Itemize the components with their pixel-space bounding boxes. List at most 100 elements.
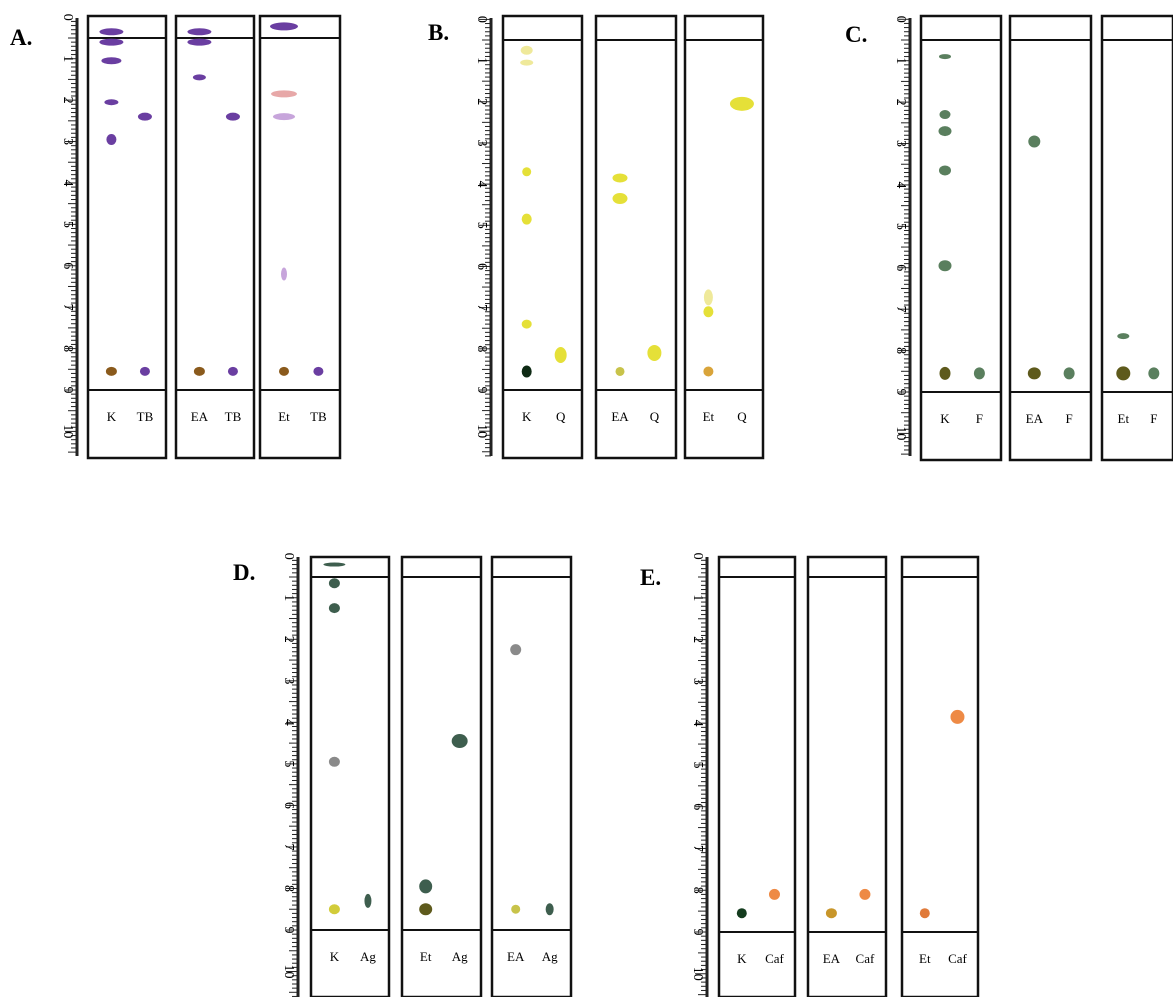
tlc-spot bbox=[99, 28, 124, 36]
lane-label: EA bbox=[191, 409, 209, 424]
lane-label: EA bbox=[823, 951, 841, 966]
ruler-number: 9 bbox=[281, 927, 296, 934]
lane-label: EA bbox=[1026, 411, 1044, 426]
ruler-number: 10 bbox=[281, 965, 296, 979]
panel-label: B. bbox=[428, 20, 449, 45]
tlc-spot bbox=[521, 319, 532, 329]
ruler-number: 0 bbox=[690, 553, 705, 560]
plate-outline bbox=[717, 555, 797, 997]
ruler-number: 2 bbox=[690, 636, 705, 643]
ruler-number: 1 bbox=[474, 57, 489, 64]
lane-label: TB bbox=[137, 409, 154, 424]
tlc-plate: Et Caf bbox=[900, 555, 980, 997]
ruler-number: 10 bbox=[60, 424, 75, 438]
tlc-spot bbox=[313, 366, 324, 376]
tlc-spot bbox=[227, 366, 238, 376]
tlc-spot bbox=[522, 167, 532, 177]
tlc-spot bbox=[612, 173, 628, 183]
panel-d: D. 0 1 2 3 4 5 6 7 8 9 10 K Ag Et Ag EA Ag bbox=[233, 553, 573, 997]
lane-label: Et bbox=[278, 409, 290, 424]
ruler-number: 0 bbox=[474, 16, 489, 23]
tlc-spot bbox=[104, 99, 119, 106]
tlc-spot bbox=[703, 366, 714, 377]
ruler-number: 3 bbox=[60, 138, 75, 145]
tlc-spot bbox=[273, 113, 295, 121]
tlc-plate: K TB bbox=[86, 14, 168, 460]
tlc-plate: Et TB bbox=[258, 14, 342, 460]
lane-label: F bbox=[976, 411, 983, 426]
ruler-number: 7 bbox=[690, 845, 705, 852]
tlc-plate: Et Q bbox=[683, 14, 765, 460]
ruler-number: 5 bbox=[281, 760, 296, 767]
ruler-number: 2 bbox=[60, 97, 75, 104]
lane-label: TB bbox=[225, 409, 242, 424]
ruler-number: 3 bbox=[690, 678, 705, 685]
tlc-spot bbox=[187, 38, 212, 46]
tlc-spot bbox=[950, 709, 965, 724]
ruler-number: 7 bbox=[60, 304, 75, 311]
lane-label: EA bbox=[507, 949, 525, 964]
tlc-plate: K Caf bbox=[717, 555, 797, 997]
ruler-number: 4 bbox=[690, 720, 705, 727]
ruler-number: 10 bbox=[474, 424, 489, 438]
ruler-number: 1 bbox=[893, 57, 908, 64]
tlc-spot bbox=[101, 57, 122, 65]
lane-label: Et bbox=[703, 409, 715, 424]
ruler-number: 0 bbox=[60, 14, 75, 21]
ruler-number: 9 bbox=[474, 387, 489, 394]
plate-outline bbox=[1100, 14, 1173, 462]
tlc-spot bbox=[1116, 366, 1131, 381]
tlc-spot bbox=[939, 165, 951, 176]
tlc-spot bbox=[521, 213, 532, 225]
ruler-number: 7 bbox=[474, 304, 489, 311]
tlc-spot bbox=[1028, 135, 1041, 148]
ruler-number: 10 bbox=[893, 426, 908, 440]
tlc-spot bbox=[281, 267, 287, 281]
tlc-spot bbox=[323, 562, 346, 567]
tlc-spot bbox=[825, 908, 837, 919]
panel-label: D. bbox=[233, 560, 255, 585]
tlc-spot bbox=[703, 306, 714, 318]
ruler-number: 9 bbox=[60, 387, 75, 394]
plate-outline bbox=[501, 14, 584, 460]
tlc-spot bbox=[328, 756, 340, 767]
lane-label: Q bbox=[650, 409, 660, 424]
tlc-spot bbox=[225, 112, 240, 121]
lane-label: Q bbox=[556, 409, 566, 424]
ruler-number: 4 bbox=[893, 181, 908, 188]
tlc-spot bbox=[139, 366, 150, 376]
lane-label: Caf bbox=[948, 951, 967, 966]
tlc-spot bbox=[1148, 367, 1160, 380]
lane-label: K bbox=[107, 409, 117, 424]
plate-outline bbox=[86, 14, 168, 460]
tlc-spot bbox=[1063, 367, 1075, 380]
tlc-plate: K Ag bbox=[309, 555, 391, 997]
tlc-plate: EA F bbox=[1008, 14, 1093, 462]
tlc-spot bbox=[419, 903, 433, 916]
ruler-number: 8 bbox=[893, 347, 908, 354]
tlc-spot bbox=[187, 28, 212, 36]
tlc-spot bbox=[137, 112, 152, 121]
tlc-spot bbox=[270, 22, 298, 31]
lane-label: K bbox=[522, 409, 532, 424]
tlc-plate: EA Caf bbox=[806, 555, 888, 997]
tlc-spot bbox=[919, 908, 930, 919]
tlc-spot bbox=[364, 893, 372, 908]
panel-a: A. 0 1 2 3 4 5 6 7 8 9 10 K TB EA TB Et TB bbox=[10, 14, 342, 460]
panel-label: C. bbox=[845, 22, 867, 47]
panel-e: E. 0 1 2 3 4 5 6 7 8 9 10 K Caf EA Caf Et Caf bbox=[640, 553, 980, 997]
ruler-number: 6 bbox=[474, 263, 489, 270]
tlc-spot bbox=[419, 879, 433, 894]
ruler-number: 8 bbox=[474, 345, 489, 352]
plate-outline bbox=[174, 14, 256, 460]
plate-outline bbox=[919, 14, 1003, 462]
ruler-number: 9 bbox=[893, 389, 908, 396]
tlc-spot bbox=[520, 45, 533, 55]
tlc-spot bbox=[106, 133, 117, 145]
tlc-spot bbox=[554, 347, 567, 363]
ruler-number: 4 bbox=[60, 179, 75, 186]
